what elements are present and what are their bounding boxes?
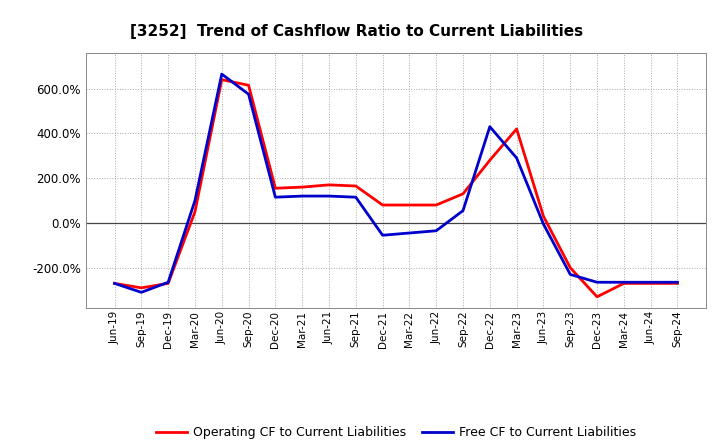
Free CF to Current Liabilities — [405, 231, 414, 236]
Operating CF to Current Liabilities — [673, 281, 682, 286]
Operating CF to Current Liabilities — [164, 281, 173, 286]
Line: Free CF to Current Liabilities: Free CF to Current Liabilities — [114, 74, 678, 292]
Free CF to Current Liabilities — [485, 124, 494, 129]
Operating CF to Current Liabilities — [647, 281, 655, 286]
Free CF to Current Liabilities — [351, 194, 360, 200]
Operating CF to Current Liabilities — [137, 285, 145, 290]
Operating CF to Current Liabilities — [485, 158, 494, 163]
Free CF to Current Liabilities — [325, 194, 333, 199]
Free CF to Current Liabilities — [647, 279, 655, 285]
Free CF to Current Liabilities — [619, 279, 628, 285]
Free CF to Current Liabilities — [566, 272, 575, 277]
Legend: Operating CF to Current Liabilities, Free CF to Current Liabilities: Operating CF to Current Liabilities, Fre… — [151, 422, 641, 440]
Free CF to Current Liabilities — [217, 71, 226, 77]
Free CF to Current Liabilities — [459, 208, 467, 213]
Free CF to Current Liabilities — [298, 194, 307, 199]
Operating CF to Current Liabilities — [217, 77, 226, 82]
Free CF to Current Liabilities — [513, 155, 521, 161]
Operating CF to Current Liabilities — [298, 184, 307, 190]
Free CF to Current Liabilities — [593, 279, 601, 285]
Operating CF to Current Liabilities — [378, 202, 387, 208]
Operating CF to Current Liabilities — [110, 281, 119, 286]
Free CF to Current Liabilities — [378, 233, 387, 238]
Operating CF to Current Liabilities — [593, 294, 601, 300]
Free CF to Current Liabilities — [432, 228, 441, 233]
Free CF to Current Liabilities — [673, 279, 682, 285]
Operating CF to Current Liabilities — [244, 83, 253, 88]
Free CF to Current Liabilities — [271, 194, 279, 200]
Operating CF to Current Liabilities — [619, 281, 628, 286]
Operating CF to Current Liabilities — [191, 209, 199, 214]
Operating CF to Current Liabilities — [405, 202, 414, 208]
Line: Operating CF to Current Liabilities: Operating CF to Current Liabilities — [114, 80, 678, 297]
Text: [3252]  Trend of Cashflow Ratio to Current Liabilities: [3252] Trend of Cashflow Ratio to Curren… — [130, 24, 582, 39]
Free CF to Current Liabilities — [110, 281, 119, 286]
Operating CF to Current Liabilities — [539, 213, 548, 219]
Operating CF to Current Liabilities — [566, 265, 575, 270]
Operating CF to Current Liabilities — [459, 191, 467, 197]
Free CF to Current Liabilities — [244, 92, 253, 97]
Operating CF to Current Liabilities — [271, 186, 279, 191]
Free CF to Current Liabilities — [137, 290, 145, 295]
Free CF to Current Liabilities — [191, 198, 199, 203]
Operating CF to Current Liabilities — [513, 126, 521, 132]
Free CF to Current Liabilities — [539, 221, 548, 227]
Free CF to Current Liabilities — [164, 279, 173, 285]
Operating CF to Current Liabilities — [351, 183, 360, 189]
Operating CF to Current Liabilities — [432, 202, 441, 208]
Operating CF to Current Liabilities — [325, 182, 333, 187]
